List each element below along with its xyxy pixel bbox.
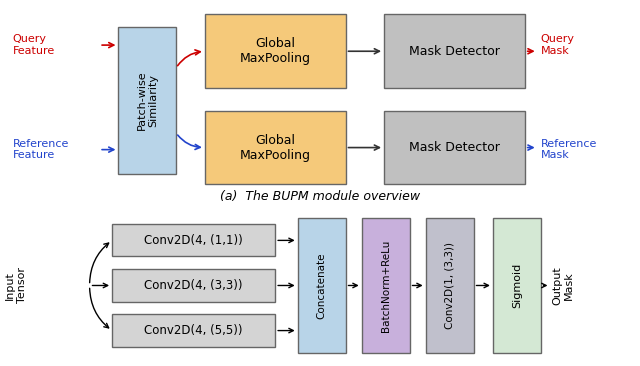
FancyBboxPatch shape <box>118 27 176 174</box>
Text: Concatenate: Concatenate <box>317 252 326 319</box>
Text: Conv2D(4, (1,1)): Conv2D(4, (1,1)) <box>144 234 243 247</box>
FancyBboxPatch shape <box>493 218 541 353</box>
FancyBboxPatch shape <box>298 218 346 353</box>
FancyBboxPatch shape <box>384 111 525 184</box>
Text: Sigmoid: Sigmoid <box>512 263 522 308</box>
Text: Output
Mask: Output Mask <box>552 266 574 305</box>
Text: BatchNorm+ReLu: BatchNorm+ReLu <box>381 239 390 332</box>
FancyBboxPatch shape <box>362 218 410 353</box>
FancyBboxPatch shape <box>384 14 525 88</box>
Text: Input
Tensor: Input Tensor <box>5 268 27 303</box>
Text: Global
MaxPooling: Global MaxPooling <box>240 37 310 65</box>
Text: Patch-wise
Similarity: Patch-wise Similarity <box>136 71 158 130</box>
Text: Query
Mask: Query Mask <box>541 34 575 56</box>
Text: Mask Detector: Mask Detector <box>409 141 500 154</box>
Text: Global
MaxPooling: Global MaxPooling <box>240 134 310 161</box>
FancyBboxPatch shape <box>205 14 346 88</box>
FancyBboxPatch shape <box>112 314 275 347</box>
FancyBboxPatch shape <box>112 269 275 302</box>
FancyBboxPatch shape <box>112 224 275 257</box>
Text: Mask Detector: Mask Detector <box>409 45 500 58</box>
Text: Reference
Mask: Reference Mask <box>541 139 597 160</box>
FancyBboxPatch shape <box>426 218 474 353</box>
Text: Reference
Feature: Reference Feature <box>13 139 69 160</box>
FancyBboxPatch shape <box>205 111 346 184</box>
Text: (a)  The BUPM module overview: (a) The BUPM module overview <box>220 190 420 203</box>
Text: Query
Feature: Query Feature <box>13 34 55 56</box>
Text: Conv2D(1, (3,3)): Conv2D(1, (3,3)) <box>445 242 454 329</box>
Text: Conv2D(4, (3,3)): Conv2D(4, (3,3)) <box>145 279 243 292</box>
Text: Conv2D(4, (5,5)): Conv2D(4, (5,5)) <box>145 324 243 337</box>
